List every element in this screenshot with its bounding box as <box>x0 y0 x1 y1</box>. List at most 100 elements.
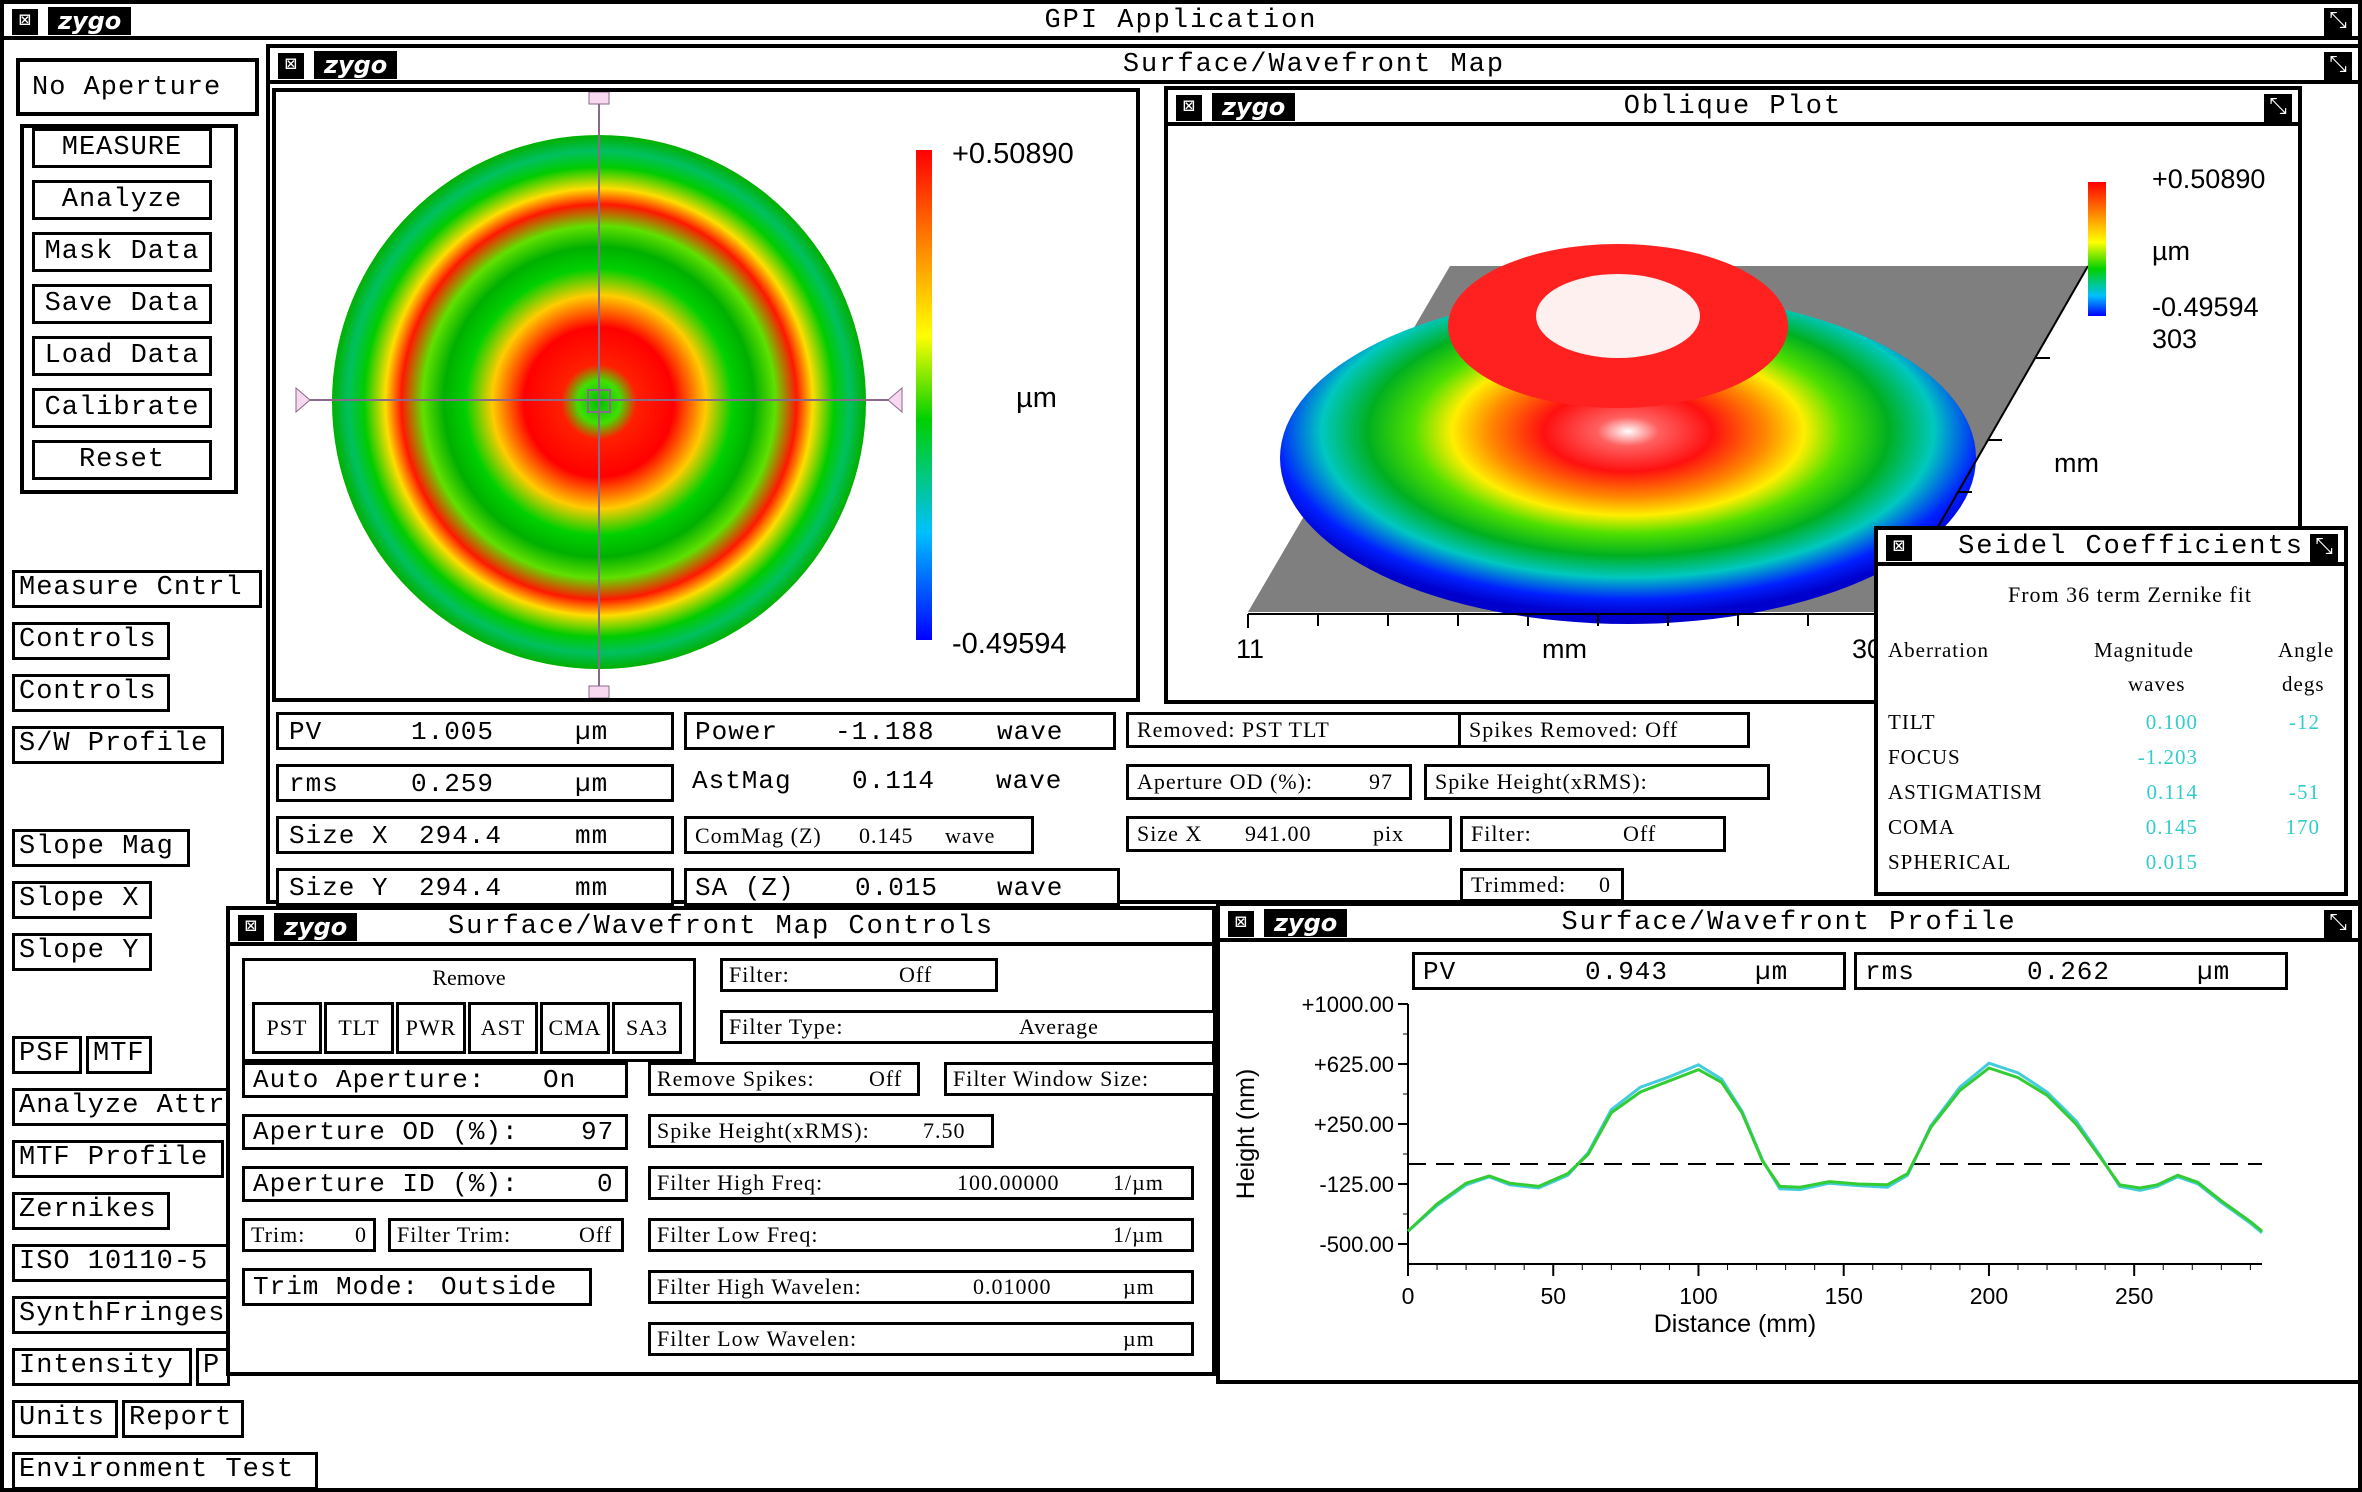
map-colorbar-max: +0.50890 <box>952 138 1074 170</box>
filter-trim-field[interactable]: Filter Trim: Off <box>388 1218 624 1252</box>
map-close-icon[interactable] <box>278 53 304 79</box>
remove-spikes-field[interactable]: Remove Spikes: Off <box>648 1062 920 1096</box>
controls-logo: zygo <box>274 913 358 941</box>
menu-intensity[interactable]: Intensity <box>12 1348 192 1386</box>
oblique-close-icon[interactable] <box>1176 95 1202 121</box>
profile-chart[interactable]: +1000.00 +625.00 +250.00 -125.00 -500.00 0 50 1… <box>1220 994 2358 1380</box>
menu-slope-y[interactable]: Slope Y <box>12 933 152 971</box>
map-logo: zygo <box>314 51 398 79</box>
menu-units[interactable]: Units <box>12 1400 118 1438</box>
trim-field[interactable]: Trim: 0 <box>242 1218 376 1252</box>
stat-size-x: Size X 294.4 mm <box>276 816 674 854</box>
app-close-icon[interactable] <box>12 9 38 35</box>
seidel-maximize-icon[interactable]: ⤡ <box>2310 534 2338 562</box>
action-measure-button[interactable]: MEASURE <box>32 128 212 168</box>
app-titlebar: zygo GPI Application ⤡ <box>4 4 2358 40</box>
action-reset-button[interactable]: Reset <box>32 440 212 480</box>
profile-pv: PV 0.943 µm <box>1412 952 1846 990</box>
filter-field[interactable]: Filter: Off <box>720 958 998 992</box>
menu-environment-test[interactable]: Environment Test <box>12 1452 318 1490</box>
seidel-hdr-angle-unit: degs <box>2282 672 2325 696</box>
stat-rms: rms 0.259 µm <box>276 764 674 802</box>
app-logo: zygo <box>48 7 132 35</box>
menu-p[interactable]: P <box>196 1348 230 1386</box>
oblique-x-axis-label: mm <box>1542 634 1587 664</box>
filter-high-freq-field[interactable]: Filter High Freq: 100.00000 1/µm <box>648 1166 1194 1200</box>
spike-height-field[interactable]: Spike Height(xRMS): 7.50 <box>648 1114 994 1148</box>
filter-high-wavelen-field[interactable]: Filter High Wavelen: 0.01000 µm <box>648 1270 1194 1304</box>
action-calibrate-button[interactable]: Calibrate <box>32 388 212 428</box>
menu-report[interactable]: Report <box>122 1400 244 1438</box>
remove-tlt-button[interactable]: TLT <box>324 1002 394 1054</box>
controls-window: zygo Surface/Wavefront Map Controls Remo… <box>226 906 1216 1376</box>
filter-type-field[interactable]: Filter Type: Average <box>720 1010 1216 1044</box>
aperture-button[interactable]: No Aperture <box>16 58 259 116</box>
map-maximize-icon[interactable]: ⤡ <box>2324 52 2352 80</box>
menu-slope-x[interactable]: Slope X <box>12 881 152 919</box>
profile-window: zygo Surface/Wavefront Profile ⤡ PV0.943… <box>1216 902 2362 1384</box>
auto-aperture-field[interactable]: Auto Aperture: On <box>242 1062 628 1098</box>
profile-logo: zygo <box>1264 909 1348 937</box>
controls-title: Surface/Wavefront Map Controls <box>447 912 995 942</box>
action-analyze-button[interactable]: Analyze <box>32 180 212 220</box>
aperture-id-field[interactable]: Aperture ID (%): 0 <box>242 1166 628 1202</box>
oblique-colorbar-extra: 303 <box>2152 324 2198 354</box>
remove-ast-button[interactable]: AST <box>468 1002 538 1054</box>
oblique-maximize-icon[interactable]: ⤡ <box>2264 94 2292 122</box>
oblique-title: Oblique Plot <box>1623 92 1843 122</box>
controls-close-icon[interactable] <box>238 915 264 941</box>
menu-slope-mag[interactable]: Slope Mag <box>12 829 190 867</box>
stat-filter: Filter: Off <box>1460 816 1726 852</box>
map-colorbar <box>916 150 932 640</box>
profile-close-icon[interactable] <box>1228 911 1254 937</box>
oblique-logo: zygo <box>1212 93 1296 121</box>
profile-y-tick-label: -125.00 <box>1319 1172 1394 1197</box>
menu-mtf[interactable]: MTF <box>86 1036 152 1074</box>
oblique-colorbar <box>2088 182 2106 316</box>
menu-synthfringes[interactable]: SynthFringes <box>12 1296 230 1334</box>
oblique-plot-svg[interactable] <box>1168 126 2298 700</box>
action-save-data-button[interactable]: Save Data <box>32 284 212 324</box>
trim-mode-field[interactable]: Trim Mode: Outside <box>242 1268 592 1306</box>
aperture-od-field[interactable]: Aperture OD (%): 97 <box>242 1114 628 1150</box>
surface-map-plot[interactable]: +0.50890 µm -0.49594 <box>272 88 1140 702</box>
profile-x-tick-label: 50 <box>1540 1283 1566 1309</box>
profile-rms: rms 0.262 µm <box>1854 952 2288 990</box>
menu-controls-1[interactable]: Controls <box>12 622 170 660</box>
remove-pwr-button[interactable]: PWR <box>396 1002 466 1054</box>
menu-iso[interactable]: ISO 10110-5 <box>12 1244 230 1282</box>
stat-aperture-od: Aperture OD (%): 97 <box>1126 764 1412 800</box>
action-mask-data-button[interactable]: Mask Data <box>32 232 212 272</box>
menu-measure-cntrl[interactable]: Measure Cntrl <box>12 570 262 608</box>
stat-removed: Removed: PST TLT <box>1126 712 1462 748</box>
seidel-row-angle: -51 <box>2289 780 2320 804</box>
menu-psf[interactable]: PSF <box>12 1036 82 1074</box>
seidel-row-name: SPHERICAL <box>1888 850 2012 874</box>
seidel-row-angle: -12 <box>2289 710 2320 734</box>
filter-low-wavelen-field[interactable]: Filter Low Wavelen: µm <box>648 1322 1194 1356</box>
stat-size-x-pix: Size X 941.00 pix <box>1126 816 1452 852</box>
menu-zernikes[interactable]: Zernikes <box>12 1192 170 1230</box>
menu-sw-profile[interactable]: S/W Profile <box>12 726 224 764</box>
filter-window-size-field[interactable]: Filter Window Size: <box>944 1062 1216 1096</box>
seidel-hdr-angle: Angle <box>2278 638 2335 662</box>
seidel-row-magnitude: 0.015 <box>2145 850 2198 874</box>
remove-cma-button[interactable]: CMA <box>540 1002 610 1054</box>
action-load-data-button[interactable]: Load Data <box>32 336 212 376</box>
menu-analyze-attr[interactable]: Analyze Attr <box>12 1088 230 1126</box>
menu-controls-2[interactable]: Controls <box>12 674 170 712</box>
menu-mtf-profile[interactable]: MTF Profile <box>12 1140 224 1178</box>
seidel-close-icon[interactable] <box>1886 535 1912 561</box>
profile-x-tick-label: 100 <box>1679 1283 1717 1309</box>
profile-maximize-icon[interactable]: ⤡ <box>2324 910 2352 938</box>
app-maximize-icon[interactable]: ⤡ <box>2324 8 2352 36</box>
oblique-colorbar-min: -0.49594 <box>2152 292 2259 322</box>
stat-astmag: AstMag 0.114 wave <box>692 766 1063 796</box>
seidel-row-magnitude: 0.114 <box>2146 780 2198 804</box>
remove-group: Remove <box>242 958 696 1062</box>
remove-pst-button[interactable]: PST <box>252 1002 322 1054</box>
controls-titlebar: zygo Surface/Wavefront Map Controls <box>230 910 1212 946</box>
filter-low-freq-field[interactable]: Filter Low Freq: 1/µm <box>648 1218 1194 1252</box>
remove-sa3-button[interactable]: SA3 <box>612 1002 682 1054</box>
stat-trimmed: Trimmed: 0 <box>1460 868 1624 902</box>
